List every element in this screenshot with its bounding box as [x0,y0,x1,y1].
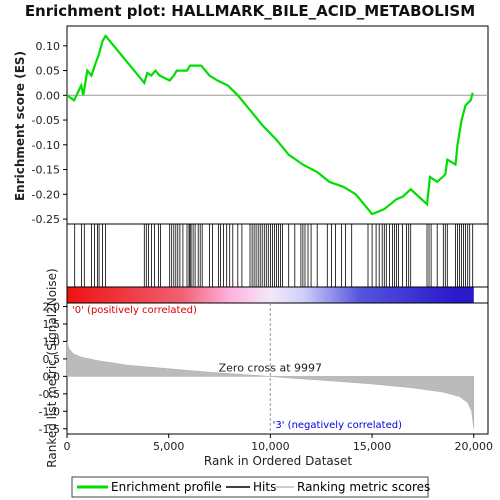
x-axis-label: Rank in Ordered Dataset [204,454,352,468]
es-y-tick-label: -0.20 [32,188,60,201]
es-y-tick-label: -0.05 [32,114,60,127]
es-y-tick-label: -0.10 [32,139,60,152]
metric-y-tick-label: 0.0 [43,370,61,383]
metric-y-tick-label: 0.5 [43,353,61,366]
legend-label-enrichment-profile: Enrichment profile [111,480,222,494]
metric-y-tick-label: -0.5 [39,388,60,401]
metric-y-tick-label: -1.5 [39,423,60,436]
heatbar-gradient [67,287,474,303]
es-y-axis-label: Enrichment score (ES) [13,51,27,201]
hit-marks [74,224,474,287]
zero-cross-label: Zero cross at 9997 [219,361,322,374]
x-tick-label: 5,000 [153,440,185,453]
metric-y-tick-label: 1.5 [43,318,61,331]
metric-y-tick-label: 1.0 [43,335,61,348]
legend-label-hits: Hits [253,480,276,494]
x-tick-label: 10,000 [251,440,290,453]
es-panel: 0.10 0.05 0.00 -0.05 -0.10 -0.15 -0.20 -0.25 En… [13,25,489,226]
hits-panel [66,223,489,288]
x-ticks: 0 5,000 10,000 15,000 20,000 [64,434,494,453]
ranking-heatbar [66,286,489,304]
legend: Enrichment profile Hits Ranking metric s… [71,476,430,498]
es-y-tick-label: -0.25 [32,213,60,226]
es-plot-frame [66,25,489,225]
metric-y-tick-label: -1.0 [39,405,60,418]
ranking-metric-area [66,341,475,429]
x-tick-label: 0 [64,440,71,453]
es-y-ticks: 0.10 0.05 0.00 -0.05 -0.10 -0.15 -0.20 -0.25 [32,40,67,226]
legend-label-ranking-metric: Ranking metric scores [297,480,430,494]
enrichment-profile-line [66,33,474,216]
es-y-tick-label: 0.05 [36,65,61,78]
es-y-tick-label: -0.15 [32,164,60,177]
metric-y-ticks: 2.0 1.5 1.0 0.5 0.0 -0.5 -1.0 -1.5 [39,300,67,436]
positive-correlated-label: '0' (positively correlated) [72,305,197,316]
es-y-tick-label: 0.00 [36,89,61,102]
metric-y-axis-label: Ranked list metric (Signal2Noise) [45,268,59,467]
negative-correlated-label: '3' (negatively correlated) [273,420,402,431]
chart-title: Enrichment plot: HALLMARK_BILE_ACID_META… [25,2,475,20]
metric-panel: Zero cross at 9997 '0' (positively corre… [39,268,489,468]
x-tick-label: 20,000 [455,440,494,453]
hits-frame [66,223,489,288]
es-y-tick-label: 0.10 [36,40,61,53]
metric-y-tick-label: 2.0 [43,300,61,313]
x-tick-label: 15,000 [353,440,392,453]
